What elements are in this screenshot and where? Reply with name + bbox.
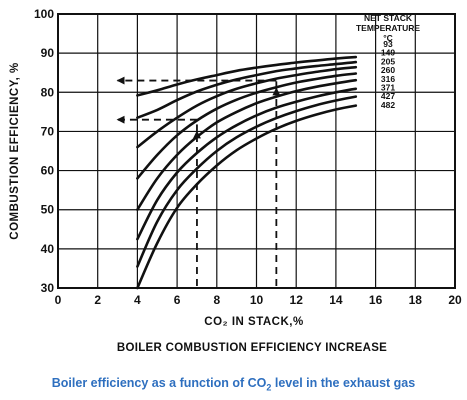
- legend-label-260: 260: [381, 65, 395, 75]
- figure-caption: Boiler efficiency as a function of CO2 l…: [0, 376, 467, 393]
- y-tick-label-40: 40: [41, 242, 55, 256]
- grid: [57, 13, 456, 289]
- caption-subscript: 2: [266, 382, 272, 393]
- efficiency-curves: [136, 55, 358, 290]
- curve-316c: [136, 78, 358, 211]
- y-tick-label-30: 30: [41, 281, 55, 295]
- x-tick-label-12: 12: [290, 293, 304, 307]
- x-tick-label-2: 2: [94, 293, 101, 307]
- x-tick-label-0: 0: [55, 293, 62, 307]
- legend-label-482: 482: [381, 100, 395, 110]
- efficiency-chart: 0 2 4 6 8 10 12 14 16 18 20 30 40 50 60 70 80 90 100 NET S…: [9, 7, 462, 354]
- legend-label-427: 427: [381, 91, 395, 101]
- y-tick-label-100: 100: [34, 7, 54, 21]
- legend-label-93: 93: [383, 39, 393, 49]
- x-tick-label-20: 20: [448, 293, 462, 307]
- caption-text: Boiler efficiency as a function of CO: [51, 376, 267, 390]
- y-tick-label-70: 70: [41, 124, 55, 138]
- x-axis-label: CO₂ IN STACK,%: [204, 316, 303, 328]
- x-tick-label-16: 16: [369, 293, 383, 307]
- legend-title-line-1: NET STACK: [364, 13, 413, 23]
- y-tick-label-50: 50: [41, 203, 55, 217]
- x-tick-label-14: 14: [329, 293, 343, 307]
- y-tick-label-80: 80: [41, 85, 55, 99]
- legend-title-line-2: TEMPERATURE: [356, 23, 420, 33]
- y-axis-label: COMBUSTION EFFICIENCY, %: [9, 62, 21, 239]
- x-tick-label-4: 4: [134, 293, 141, 307]
- curve-371c: [136, 87, 358, 241]
- legend-label-149: 149: [381, 48, 395, 58]
- plot-frame: [57, 13, 456, 289]
- legend-label-316: 316: [381, 74, 395, 84]
- curve-205c: [136, 65, 358, 149]
- legend: NET STACKTEMPERATURE°C931492052603163714…: [356, 13, 420, 110]
- x-tick-label-6: 6: [174, 293, 181, 307]
- chart-title: BOILER COMBUSTION EFFICIENCY INCREASE: [117, 342, 387, 354]
- y-tick-label-90: 90: [41, 46, 55, 60]
- legend-label-205: 205: [381, 56, 395, 66]
- caption-text-end: level in the exhaust gas: [271, 376, 416, 390]
- x-tick-label-18: 18: [409, 293, 423, 307]
- tick-labels: 0 2 4 6 8 10 12 14 16 18 20 30 40 50 60 70 80 90 100: [34, 7, 462, 307]
- curve-149c: [136, 60, 358, 119]
- curve-427c: [136, 95, 358, 268]
- curve-482c: [136, 104, 358, 290]
- legend-label-371: 371: [381, 83, 395, 93]
- x-tick-label-8: 8: [213, 293, 220, 307]
- annotations: [116, 76, 281, 286]
- x-tick-label-10: 10: [250, 293, 264, 307]
- curve-260c: [136, 72, 358, 180]
- curve-93c: [136, 55, 358, 97]
- legend-title-line-3: °C: [383, 33, 393, 43]
- y-tick-label-60: 60: [41, 164, 55, 178]
